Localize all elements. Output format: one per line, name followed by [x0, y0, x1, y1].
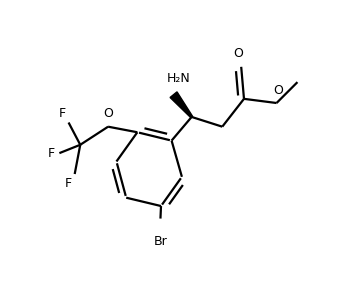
Text: Br: Br	[153, 235, 168, 248]
Text: F: F	[48, 147, 55, 160]
Text: O: O	[103, 107, 113, 120]
Text: O: O	[273, 84, 283, 97]
Text: F: F	[65, 177, 72, 190]
Text: F: F	[58, 107, 66, 120]
Text: O: O	[234, 47, 243, 60]
Polygon shape	[170, 92, 192, 118]
Text: H₂N: H₂N	[167, 72, 191, 85]
